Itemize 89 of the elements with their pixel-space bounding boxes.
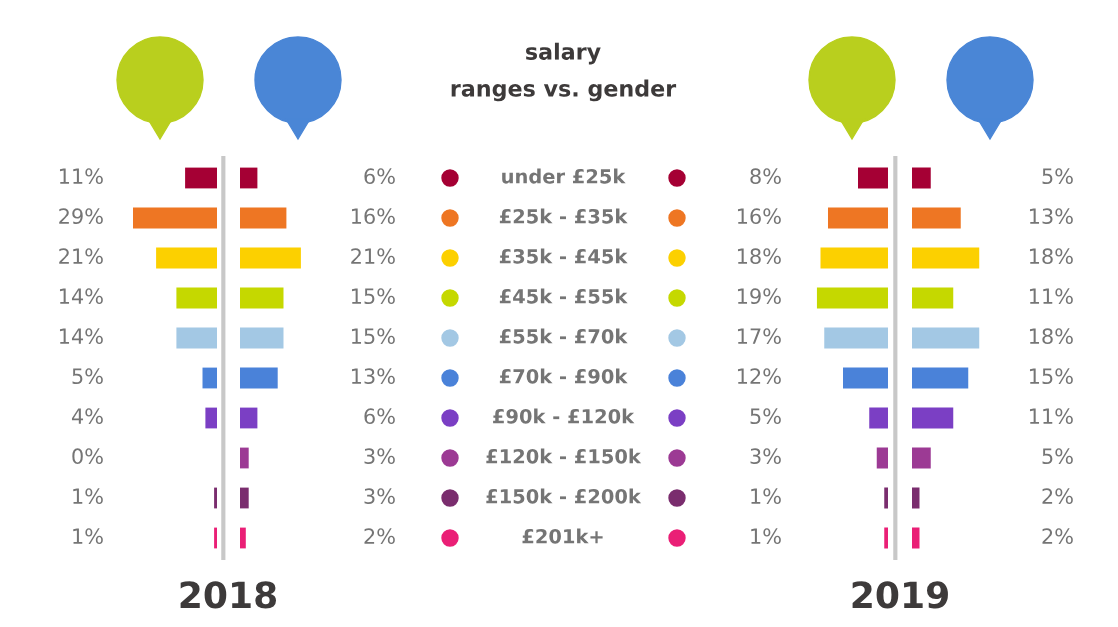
data-label: 2% (1042, 528, 1073, 545)
data-label: 14% (59, 288, 103, 305)
data-label: 15% (1029, 368, 1073, 385)
bar (240, 447, 249, 469)
bar (912, 327, 980, 349)
bar (824, 327, 888, 349)
data-label: 15% (351, 328, 395, 345)
bar (214, 487, 217, 509)
bar (912, 407, 954, 429)
data-label: 11% (1029, 288, 1073, 305)
y-tick-label: £90k - £120k (493, 408, 635, 424)
bar (912, 167, 931, 189)
bar (205, 407, 217, 429)
data-label: 5% (72, 368, 103, 385)
data-label: 1% (73, 488, 103, 505)
data-label: 1% (751, 488, 781, 505)
bar (816, 287, 888, 309)
data-label: 13% (351, 368, 395, 385)
bar (912, 447, 931, 469)
x-axis-title: 2019 (852, 581, 948, 609)
bar (869, 407, 888, 429)
bar (912, 207, 961, 229)
bar (912, 367, 969, 389)
data-label: 5% (1042, 448, 1073, 465)
y-tick-label: £35k - £45k (499, 248, 628, 264)
text: salary ranges vs. gender (451, 42, 677, 102)
y-tick-label: £55k - £70k (499, 328, 628, 344)
data-label: 16% (737, 208, 781, 225)
bar (240, 367, 278, 389)
y-tick-label: £201k+ (522, 528, 603, 544)
bar (240, 207, 287, 229)
data-label: 6% (364, 408, 395, 425)
data-label: 3% (364, 448, 395, 465)
y-tick-label: under £25k (502, 168, 626, 184)
bar (912, 527, 920, 549)
bar (240, 327, 284, 349)
data-label: 21% (59, 248, 103, 265)
bar (828, 207, 888, 229)
bar (820, 247, 888, 269)
data-label: 11% (59, 168, 103, 185)
data-label: 11% (1029, 408, 1073, 425)
y-tick-label: £70k - £90k (499, 368, 628, 384)
data-label: 18% (737, 248, 781, 265)
bar (240, 167, 258, 189)
data-label: 1% (73, 528, 103, 545)
bar (912, 247, 980, 269)
bar (240, 487, 249, 509)
data-label: 8% (750, 168, 781, 185)
bar (240, 527, 246, 549)
data-label: 3% (750, 448, 781, 465)
bar (843, 367, 888, 389)
data-label: 0% (72, 448, 103, 465)
data-label: 6% (364, 168, 395, 185)
data-label: 29% (59, 208, 103, 225)
data-label: 2% (364, 528, 395, 545)
bar (132, 207, 217, 229)
bar (912, 487, 920, 509)
data-label: 5% (1042, 168, 1073, 185)
data-label: 21% (351, 248, 395, 265)
data-label: 19% (737, 288, 781, 305)
data-label: 1% (751, 528, 781, 545)
data-label: 3% (364, 488, 395, 505)
y-tick-label: £25k - £35k (499, 208, 628, 224)
data-label: 14% (59, 328, 103, 345)
data-label: 18% (1029, 328, 1073, 345)
bar (156, 247, 217, 269)
bar (858, 167, 888, 189)
data-label: 17% (737, 328, 781, 345)
data-label: 12% (737, 368, 781, 385)
data-label: 4% (71, 408, 103, 425)
bar (185, 167, 217, 189)
bar (176, 287, 217, 309)
y-tick-label: £150k - £200k (486, 488, 642, 504)
bar (214, 527, 217, 549)
data-label: 5% (750, 408, 781, 425)
data-label: 16% (351, 208, 395, 225)
bar (202, 367, 217, 389)
data-label: 18% (1029, 248, 1073, 265)
y-tick-label: £120k - £150k (486, 448, 642, 464)
bar (240, 247, 301, 269)
y-tick-label: £45k - £55k (499, 288, 628, 304)
bar (240, 407, 258, 429)
x-axis-title: 2018 (180, 581, 277, 609)
data-label: 2% (1042, 488, 1073, 505)
bar (912, 287, 954, 309)
data-label: 13% (1029, 208, 1073, 225)
bar (240, 287, 284, 309)
bar (176, 327, 217, 349)
data-label: 15% (351, 288, 395, 305)
